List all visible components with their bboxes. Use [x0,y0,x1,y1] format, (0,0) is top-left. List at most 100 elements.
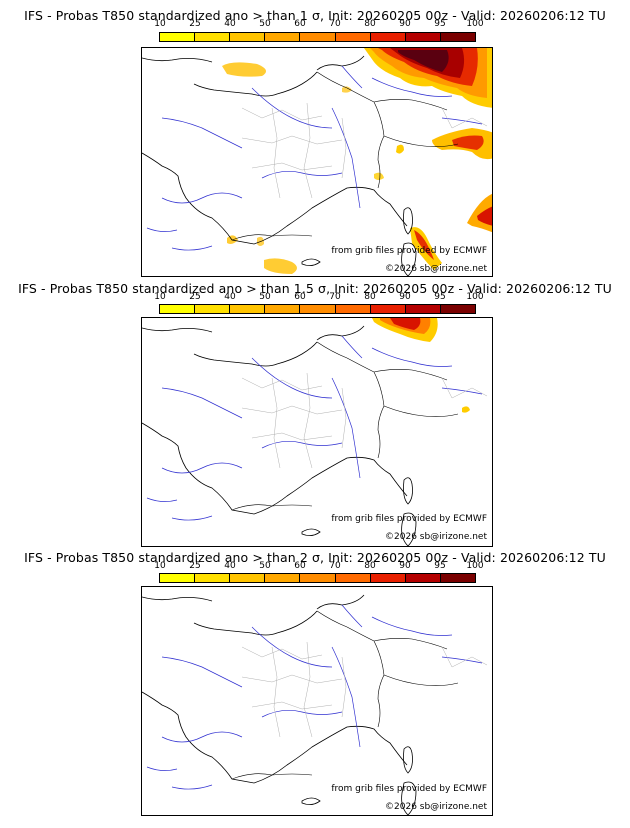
admin-borders [241,641,488,738]
source-credit: from grib files provided by ECMWF [331,514,487,524]
balearic-island [301,258,321,266]
source-credit: from grib files provided by ECMWF [331,246,487,256]
colorbar-tick: 40 [224,561,236,571]
colorbar-tick: 100 [466,19,484,29]
colorbar-tick: 80 [364,19,376,29]
colorbar-swatch [265,33,301,41]
copyright-credit: ©2026 sb@irizone.net [385,532,487,542]
colorbar-labels: 10 25 40 50 60 70 80 90 95 100 [144,561,483,571]
probability-map: from grib files provided by ECMWF ©2026 … [141,47,493,277]
colorbar-tick: 90 [399,19,411,29]
colorbar-tick: 100 [466,561,484,571]
sardinia-island [401,242,417,276]
corsica-island [403,207,413,235]
colorbar-swatch [230,305,266,313]
colorbar-tick: 90 [399,292,411,302]
colorbar-swatch [440,33,475,41]
colorbar-labels: 10 25 40 50 60 70 80 90 95 100 [144,292,483,302]
panel-title: IFS - Probas T850 standardized ano > tha… [24,550,606,565]
colorbar-swatch [160,33,196,41]
colorbar-tick: 80 [364,292,376,302]
colorbar-tick: 70 [329,19,341,29]
colorbar-tick: 100 [466,292,484,302]
colorbar-tick: 50 [259,19,271,29]
colorbar-tick: 60 [294,19,306,29]
colorbar-swatch [440,305,475,313]
colorbar-swatch [405,33,441,41]
colorbar-tick: 25 [189,19,201,29]
probability-shading [222,48,492,274]
coastline [142,594,408,784]
rivers [146,335,483,521]
colorbar-swatch [335,574,371,582]
colorbar [159,304,476,314]
colorbar-tick: 10 [154,292,166,302]
map-panel-2sigma: IFS - Probas T850 standardized ano > tha… [0,545,630,828]
map-panel-1-5sigma: IFS - Probas T850 standardized ano > tha… [0,275,630,550]
colorbar-tick: 60 [294,561,306,571]
balearic-island [301,797,321,805]
colorbar-swatch [370,574,406,582]
colorbar-tick: 80 [364,561,376,571]
colorbar-tick: 10 [154,19,166,29]
colorbar-swatch [195,305,231,313]
colorbar-swatch [160,574,196,582]
colorbar-tick: 70 [329,292,341,302]
colorbar [159,32,476,42]
colorbar-swatch [300,574,336,582]
colorbar-swatch [265,305,301,313]
rivers [146,65,483,251]
sardinia-island [401,781,417,815]
balearic-island [301,528,321,536]
source-credit: from grib files provided by ECMWF [331,784,487,794]
panel-title: IFS - Probas T850 standardized ano > tha… [24,8,606,23]
colorbar-swatch [370,33,406,41]
colorbar-swatch [300,33,336,41]
colorbar-swatch [230,33,266,41]
colorbar-tick: 70 [329,561,341,571]
colorbar-tick: 95 [434,561,446,571]
colorbar-swatch [335,33,371,41]
admin-borders [241,102,488,199]
panel-title: IFS - Probas T850 standardized ano > tha… [18,281,612,296]
admin-borders [241,372,488,469]
probability-shading [372,318,470,413]
country-borders [231,341,459,511]
probability-map: from grib files provided by ECMWF ©2026 … [141,317,493,547]
colorbar-swatch [370,305,406,313]
colorbar-tick: 25 [189,292,201,302]
colorbar-tick: 10 [154,561,166,571]
map-panel-1sigma: IFS - Probas T850 standardized ano > tha… [0,0,630,278]
sardinia-island [401,512,417,546]
colorbar-tick: 25 [189,561,201,571]
colorbar-swatch [335,305,371,313]
colorbar-swatch [440,574,475,582]
corsica-island [403,477,413,505]
colorbar-swatch [405,574,441,582]
colorbar-swatch [300,305,336,313]
colorbar-tick: 40 [224,292,236,302]
colorbar-swatch [230,574,266,582]
country-borders [231,610,459,780]
colorbar-swatch [265,574,301,582]
colorbar [159,573,476,583]
colorbar-tick: 90 [399,561,411,571]
probability-map: from grib files provided by ECMWF ©2026 … [141,586,493,816]
colorbar-swatch [195,574,231,582]
coastline [142,55,408,245]
colorbar-tick: 50 [259,561,271,571]
colorbar-swatch [160,305,196,313]
colorbar-labels: 10 25 40 50 60 70 80 90 95 100 [144,19,483,29]
colorbar-swatch [405,305,441,313]
copyright-credit: ©2026 sb@irizone.net [385,802,487,812]
country-borders [231,71,459,241]
colorbar-swatch [195,33,231,41]
coastline [142,325,408,515]
colorbar-tick: 40 [224,19,236,29]
rivers [146,604,483,790]
colorbar-tick: 60 [294,292,306,302]
colorbar-tick: 95 [434,19,446,29]
colorbar-tick: 95 [434,292,446,302]
colorbar-tick: 50 [259,292,271,302]
copyright-credit: ©2026 sb@irizone.net [385,264,487,274]
